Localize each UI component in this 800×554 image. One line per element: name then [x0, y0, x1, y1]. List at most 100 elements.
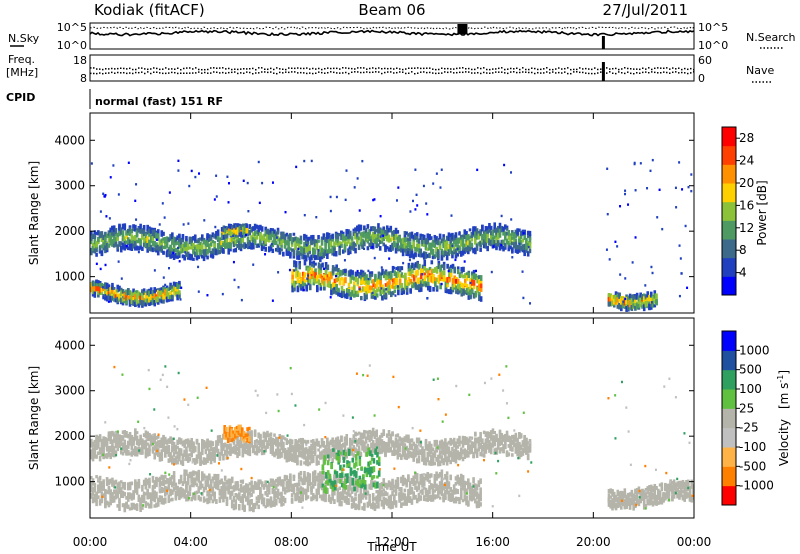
power-echo-cell: [646, 291, 650, 298]
power-echo-cell: [132, 240, 135, 244]
power-echo-speck: [155, 238, 158, 241]
velocity-echo-cell: [503, 436, 507, 440]
power-echo-cell: [276, 235, 280, 242]
power-echo-cell: [93, 286, 97, 292]
power-echo-cell: [452, 244, 456, 250]
velocity-echo-cell: [125, 451, 128, 456]
power-echo-cell: [188, 253, 192, 261]
power-echo-cell: [229, 237, 232, 243]
nave-point: [342, 72, 344, 74]
power-echo-cell: [334, 251, 338, 257]
power-echo-cell: [291, 274, 294, 280]
power-echo-cell: [167, 292, 171, 300]
power-echo-cell: [454, 237, 458, 241]
power-echo-cell: [135, 292, 139, 298]
velocity-echo-cell: [493, 448, 497, 453]
power-echo-speck: [95, 262, 98, 266]
freq-point: [192, 68, 194, 70]
power-echo-cell: [330, 285, 333, 290]
power-echo-cell: [400, 241, 403, 248]
power-echo-cell: [291, 285, 294, 293]
power-echo-cell: [459, 234, 463, 239]
power-echo-cell: [160, 230, 164, 236]
freq-tick-bottom: 8: [80, 72, 87, 85]
freq-point: [690, 67, 692, 70]
nave-point: [318, 71, 320, 73]
velocity-echo-cell: [412, 455, 415, 462]
power-echo-speck: [451, 244, 454, 248]
power-echo-cell: [360, 288, 363, 293]
freq-point: [249, 67, 251, 70]
nave-point: [129, 72, 131, 74]
power-echo-cell: [653, 290, 657, 296]
power-echo-cell: [208, 238, 211, 242]
power-echo-cell: [293, 280, 296, 288]
velocity-echo-cell: [199, 459, 202, 467]
velocity-echo-cell: [407, 450, 410, 457]
power-echo-cell: [337, 275, 340, 282]
velocity-echo-cell: [192, 441, 195, 445]
freq-point: [669, 68, 671, 70]
velocity-echo-cell: [237, 447, 241, 455]
power-echo-cell: [627, 304, 630, 311]
power-echo-cell: [437, 263, 441, 269]
power-echo-cell: [216, 242, 220, 250]
nave-point: [249, 71, 251, 74]
velocity-echo-cell: [523, 448, 526, 453]
power-echo-cell: [525, 243, 528, 250]
nave-point: [279, 71, 281, 74]
power-echo-cell: [197, 255, 201, 259]
velocity-echo-cell: [428, 445, 431, 450]
velocity-echo-cell: [493, 431, 497, 435]
power-echo-speck: [215, 174, 218, 177]
freq-point: [255, 68, 257, 71]
power-echo-cell: [442, 250, 445, 255]
power-echo-cell: [111, 282, 114, 290]
power-echo-cell: [331, 251, 334, 256]
power-echo-cell: [218, 241, 222, 248]
velocity-echo-cell: [500, 447, 504, 452]
freq-point: [195, 67, 197, 69]
power-echo-cell: [206, 240, 209, 248]
power-echo-speck: [117, 260, 120, 263]
velocity-echo-cell: [204, 443, 208, 448]
velocity-echo-cell: [447, 440, 451, 445]
power-echo-cell: [407, 242, 410, 248]
nave-point: [510, 71, 512, 73]
power-echo-cell: [204, 252, 208, 258]
velocity-echo-cell: [90, 438, 93, 446]
power-echo-cell: [505, 231, 509, 236]
nave-point: [642, 71, 644, 74]
freq-point: [96, 68, 98, 70]
power-echo-cell: [364, 232, 368, 237]
power-echo-cell: [449, 233, 452, 239]
power-echo-cell: [181, 247, 185, 253]
velocity-echo-cell: [230, 447, 234, 454]
power-echo-cell: [98, 283, 102, 290]
power-echo-cell: [294, 280, 298, 285]
power-echo-cell: [338, 292, 342, 298]
velocity-echo-cell: [373, 431, 377, 438]
velocity-echo-cell: [401, 437, 405, 443]
power-echo-cell: [326, 253, 329, 259]
power-echo-cell: [519, 240, 523, 245]
velocity-echo-cell: [324, 445, 327, 451]
power-echo-cell: [298, 272, 301, 277]
velocity-echo-cell: [498, 435, 502, 441]
velocity-echo-cell: [410, 438, 414, 442]
velocity-echo-cell: [98, 487, 102, 493]
velocity-echo-cell: [248, 431, 252, 435]
power-echo-cell: [200, 234, 204, 240]
velocity-echo-cell: [465, 449, 468, 453]
velocity-echo-cell: [100, 481, 104, 486]
power-echo-cell: [181, 243, 185, 250]
power-echo-cell: [290, 238, 294, 245]
power-echo-cell: [455, 289, 458, 294]
power-echo-cell: [314, 272, 317, 278]
power-echo-speck: [188, 184, 191, 188]
power-echo-cell: [342, 291, 346, 298]
power-echo-speck: [168, 191, 171, 194]
velocity-echo-cell: [234, 447, 238, 455]
nave-point: [171, 71, 173, 74]
power-echo-cell: [367, 284, 370, 292]
